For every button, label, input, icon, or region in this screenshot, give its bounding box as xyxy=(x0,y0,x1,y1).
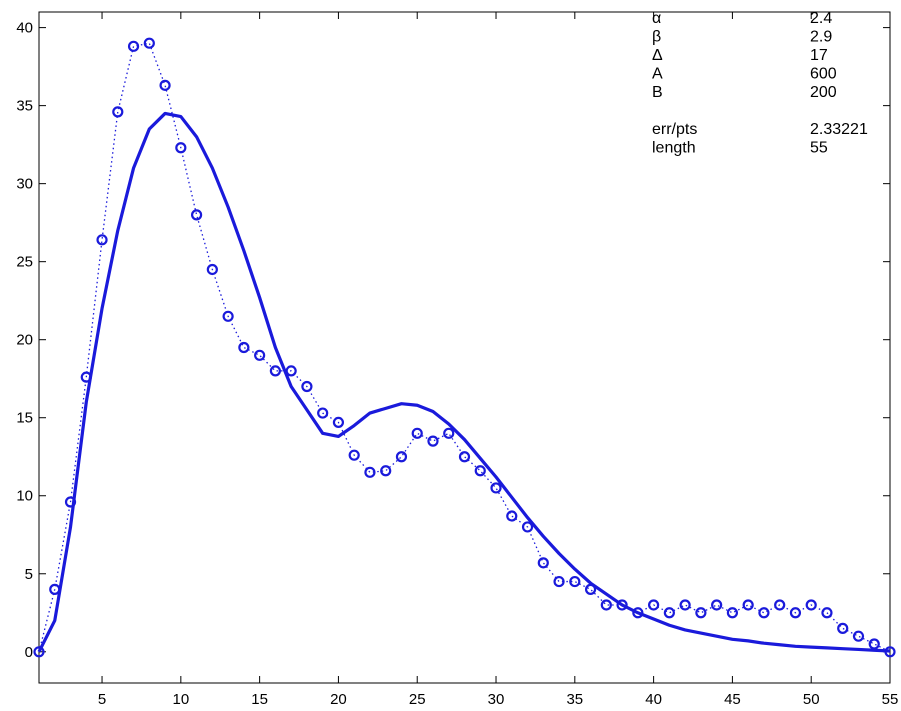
observed-point xyxy=(206,263,218,276)
param-label: A xyxy=(652,66,663,83)
observed-point xyxy=(474,465,486,477)
y-tick-label: 15 xyxy=(16,410,33,427)
observed-point xyxy=(852,630,865,642)
x-tick-label: 50 xyxy=(803,691,820,708)
x-tick-label: 40 xyxy=(645,691,662,708)
observed-point xyxy=(175,142,187,154)
observed-point xyxy=(301,380,313,393)
observed-point xyxy=(521,521,534,533)
observed-point xyxy=(553,575,565,588)
observed-point xyxy=(789,607,802,619)
y-tick-label: 35 xyxy=(16,98,33,115)
observed-point xyxy=(490,482,502,494)
series-fit xyxy=(37,111,891,653)
observed-dotted-line xyxy=(38,42,891,653)
y-tick-label: 20 xyxy=(16,332,33,349)
observed-point xyxy=(254,349,266,361)
observed-point xyxy=(159,79,171,91)
observed-point xyxy=(868,638,880,650)
observed-point xyxy=(269,365,281,377)
parameter-table: α 2.4 β 2.9 Δ 17 A 600 B 200 err/pts 2.33221 length 5… xyxy=(652,10,868,157)
observed-point xyxy=(427,435,439,447)
param-value: 600 xyxy=(810,66,837,83)
y-tick-label: 10 xyxy=(16,488,33,505)
plot-area xyxy=(38,11,891,684)
param-value: 2.9 xyxy=(810,29,832,46)
param-label: err/pts xyxy=(652,121,697,138)
observed-point xyxy=(821,607,833,619)
observed-point xyxy=(348,449,360,461)
observed-point xyxy=(663,607,675,619)
y-tick-label: 40 xyxy=(16,20,33,37)
observed-point xyxy=(127,40,140,52)
param-value: 200 xyxy=(810,84,837,101)
x-tick-label: 20 xyxy=(330,691,347,708)
observed-point xyxy=(600,599,612,611)
observed-point xyxy=(537,557,549,569)
observed-point xyxy=(411,427,423,439)
param-label: B xyxy=(652,84,663,101)
observed-point xyxy=(222,310,234,322)
y-tick-label: 5 xyxy=(25,566,33,583)
observed-point xyxy=(395,451,408,463)
y-tick-label: 0 xyxy=(25,644,33,661)
fit-solid-line xyxy=(37,111,891,653)
observed-point xyxy=(364,466,376,478)
observed-point xyxy=(506,510,518,522)
observed-point xyxy=(569,575,581,588)
x-tick-label: 15 xyxy=(251,691,268,708)
observed-point xyxy=(238,341,250,354)
observed-point xyxy=(774,599,786,611)
observed-point xyxy=(695,607,707,619)
observed-point xyxy=(33,646,45,658)
observed-point xyxy=(143,37,155,49)
param-label: β xyxy=(652,29,661,46)
observed-point xyxy=(380,465,392,477)
observed-point xyxy=(711,599,723,611)
observed-point xyxy=(332,416,345,429)
observed-point xyxy=(458,451,471,463)
observed-point xyxy=(443,427,455,439)
observed-point xyxy=(112,106,124,118)
param-value: 55 xyxy=(810,140,828,157)
x-tick-label: 55 xyxy=(882,691,899,708)
observed-point xyxy=(837,622,849,634)
observed-point xyxy=(616,599,628,611)
observed-point xyxy=(758,607,770,619)
x-tick-label: 5 xyxy=(98,691,106,708)
observed-point xyxy=(805,599,817,611)
observed-point xyxy=(317,407,329,419)
axis-ticks: 5 10 15 20 25 30 35 40 45 50 55 0 5 10 15 20 25 30 35 40 xyxy=(16,12,898,708)
y-tick-label: 25 xyxy=(16,254,33,271)
x-tick-label: 30 xyxy=(488,691,505,708)
observed-point xyxy=(726,607,739,619)
x-tick-label: 25 xyxy=(409,691,426,708)
observed-point xyxy=(96,234,108,246)
x-tick-label: 35 xyxy=(566,691,583,708)
series-observed xyxy=(33,37,896,658)
observed-point xyxy=(742,599,754,611)
observed-point xyxy=(632,607,644,619)
observed-point xyxy=(190,209,203,221)
param-value: 17 xyxy=(810,47,828,64)
param-label: α xyxy=(652,10,661,27)
param-label: Δ xyxy=(652,47,663,64)
observed-point xyxy=(285,365,297,377)
y-tick-label: 30 xyxy=(16,176,33,193)
x-tick-label: 45 xyxy=(724,691,741,708)
param-value: 2.33221 xyxy=(810,121,868,138)
param-label: length xyxy=(652,140,696,157)
observed-point xyxy=(679,599,691,611)
param-value: 2.4 xyxy=(810,10,832,27)
x-tick-label: 10 xyxy=(172,691,189,708)
observed-point xyxy=(648,599,660,611)
